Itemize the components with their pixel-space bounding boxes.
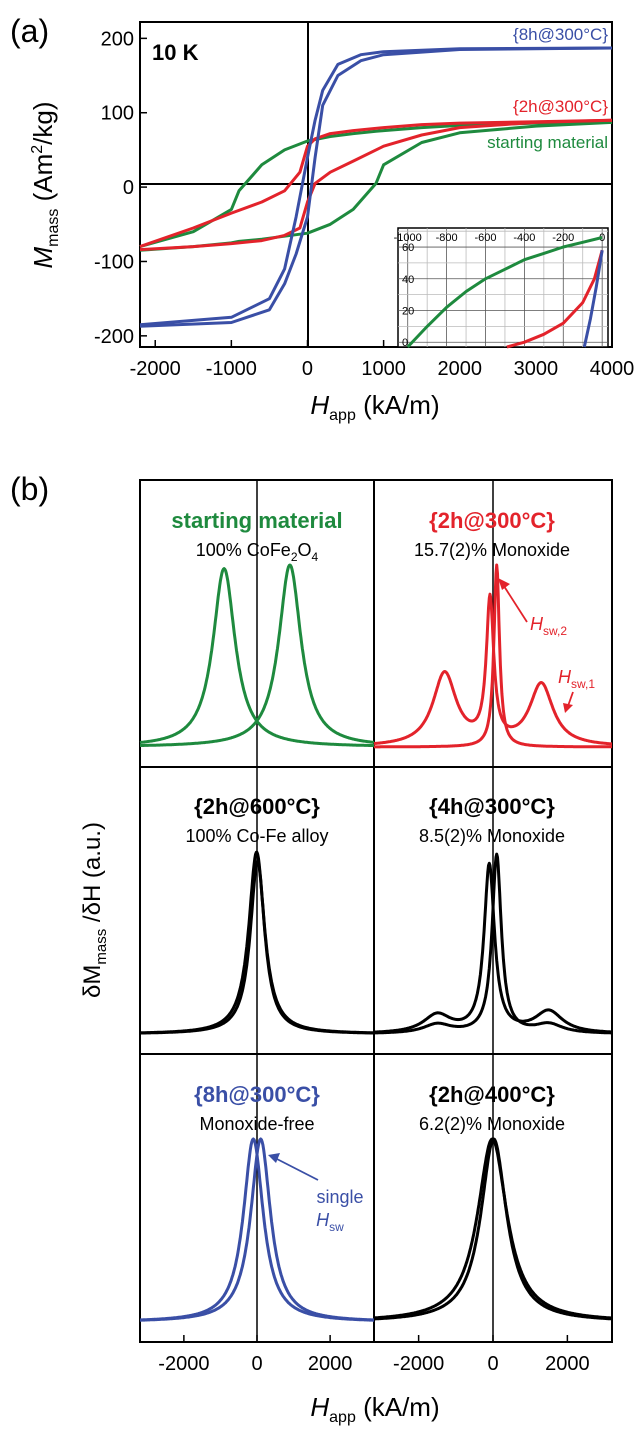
main-y-tick-label: 100 <box>101 103 134 125</box>
derivative-x-axis-label: Happ (kA/m) <box>310 1392 439 1426</box>
inset-y-ticks: 0 20 40 60 <box>402 242 414 349</box>
hysteresis-upper-branch <box>139 120 613 249</box>
grid-frame <box>139 479 613 1343</box>
main-y-tick-label: -100 <box>94 251 134 273</box>
subplot-titles: starting material 100% CoFe2O4 {2h@300°C… <box>171 508 570 1134</box>
inset-y-tick-label: 20 <box>402 306 414 318</box>
derivative-curve <box>373 852 613 1035</box>
derivative-x-tick-label: -2000 <box>158 1353 209 1375</box>
main-y-axis-label: Mmass (Am2/kg) <box>28 101 62 268</box>
subplot-6-title: {2h@400°C} <box>429 1082 555 1107</box>
subplot-5-title: {8h@300°C} <box>194 1082 320 1107</box>
temperature-label: 10 K <box>152 40 199 65</box>
panel-b: (b) starting material 100% CoFe2O4 {2h@3… <box>10 471 613 1426</box>
annotation-single: single <box>316 1187 363 1207</box>
main-x-ticks: -2000 -1000 0 1000 2000 3000 4000 <box>130 340 635 380</box>
subplot-2-subtitle: 15.7(2)% Monoxide <box>414 540 570 560</box>
subplot-3-subtitle: 100% Co-Fe alloy <box>185 826 328 846</box>
annotation-hsw2: Hsw,2 <box>530 614 567 638</box>
inset-y-tick-label: 60 <box>402 242 414 254</box>
legend-label-start: starting material <box>487 133 608 152</box>
annotation-hsw2-arrowhead <box>498 578 510 590</box>
derivative-curve <box>373 1137 613 1321</box>
main-curves <box>139 46 613 328</box>
inset-x-tick-label: -200 <box>552 232 574 244</box>
main-x-axis-label: Happ (kA/m) <box>310 390 439 424</box>
inset-plot: -1000 -800 -600 -400 -200 0 0 20 40 60 <box>394 227 609 349</box>
panel-b-label: (b) <box>10 471 49 507</box>
inset-x-tick-label: -400 <box>513 232 535 244</box>
subplot-3-title: {2h@600°C} <box>194 794 320 819</box>
subplot-2-title: {2h@300°C} <box>429 508 555 533</box>
inset-x-ticks: -1000 -800 -600 -400 -200 0 <box>394 232 606 244</box>
main-x-tick-label: -1000 <box>206 358 257 380</box>
derivative-curve <box>373 563 613 749</box>
derivative-x-ticks: -2000 0 2000 -2000 0 2000 <box>158 1335 590 1375</box>
main-y-tick-label: -200 <box>94 326 134 348</box>
panel-a: (a) -2000 -1000 0 1000 2000 3000 4000 -200-100… <box>10 13 634 424</box>
annotation-single-arrowhead <box>268 1153 280 1163</box>
annotation-single-hsw: Hsw <box>316 1210 344 1234</box>
derivative-curve <box>139 563 375 747</box>
subplot-1-title: starting material <box>171 508 342 533</box>
inset-frame <box>397 227 609 348</box>
inset-curve <box>582 249 604 348</box>
inset-curve <box>506 249 604 349</box>
inset-curve <box>406 236 603 349</box>
annotation-single-arrow <box>274 1157 319 1181</box>
subplot-4-title: {4h@300°C} <box>429 794 555 819</box>
derivative-curve <box>139 1137 375 1322</box>
subplot-1-subtitle: 100% CoFe2O4 <box>196 540 319 564</box>
main-plot: -2000 -1000 0 1000 2000 3000 4000 -200-1000100… <box>94 21 635 380</box>
subplot-4-subtitle: 8.5(2)% Monoxide <box>419 826 565 846</box>
hysteresis-lower-branch <box>139 118 613 252</box>
derivative-curve <box>139 859 375 1035</box>
main-x-tick-label: 2000 <box>437 358 482 380</box>
hysteresis-upper-branch <box>139 118 613 249</box>
annotation-hsw2-arrow <box>501 582 528 623</box>
derivative-x-tick-label: -2000 <box>393 1353 444 1375</box>
panel-a-label: (a) <box>10 13 49 49</box>
inset-x-tick-label: -800 <box>436 232 458 244</box>
main-x-tick-label: 0 <box>302 358 313 380</box>
derivative-grid <box>139 479 613 1343</box>
subplot-5-subtitle: Monoxide-free <box>199 1114 314 1134</box>
legend-label-8h300: {8h@300°C} <box>513 25 608 44</box>
annotation-hsw1-arrowhead <box>563 703 573 713</box>
inset-curves <box>406 236 604 349</box>
annotations: Hsw,2 Hsw,1 single Hsw <box>268 578 595 1234</box>
main-x-tick-label: 4000 <box>590 358 635 380</box>
derivative-x-tick-label: 0 <box>251 1353 262 1375</box>
main-x-tick-label: 1000 <box>361 358 406 380</box>
main-y-tick-label: 0 <box>123 177 134 199</box>
inset-x-tick-label: -600 <box>474 232 496 244</box>
main-x-tick-label: 3000 <box>514 358 559 380</box>
main-y-ticks: -200 -100 0 100 200 <box>94 28 147 348</box>
hysteresis-upper-branch <box>139 46 613 327</box>
main-y-tick-label: 200 <box>101 28 134 50</box>
derivative-x-tick-label: 0 <box>487 1353 498 1375</box>
inset-y-tick-label: 40 <box>402 274 414 286</box>
annotation-hsw1-arrow <box>567 691 574 707</box>
inset-x-tick-label: -1000 <box>394 232 422 244</box>
derivative-x-tick-label: 2000 <box>308 1353 353 1375</box>
annotation-hsw1: Hsw,1 <box>558 667 595 691</box>
main-x-tick-label: -2000 <box>130 358 181 380</box>
inset-y-tick-label: 0 <box>402 337 408 349</box>
hysteresis-lower-branch <box>139 46 613 328</box>
derivative-y-axis-label: δMmass /δH (a.u.) <box>79 822 110 998</box>
derivative-subplots <box>139 480 613 1342</box>
legend-label-2h300: {2h@300°C} <box>513 97 608 116</box>
subplot-6-subtitle: 6.2(2)% Monoxide <box>419 1114 565 1134</box>
derivative-x-tick-label: 2000 <box>545 1353 590 1375</box>
